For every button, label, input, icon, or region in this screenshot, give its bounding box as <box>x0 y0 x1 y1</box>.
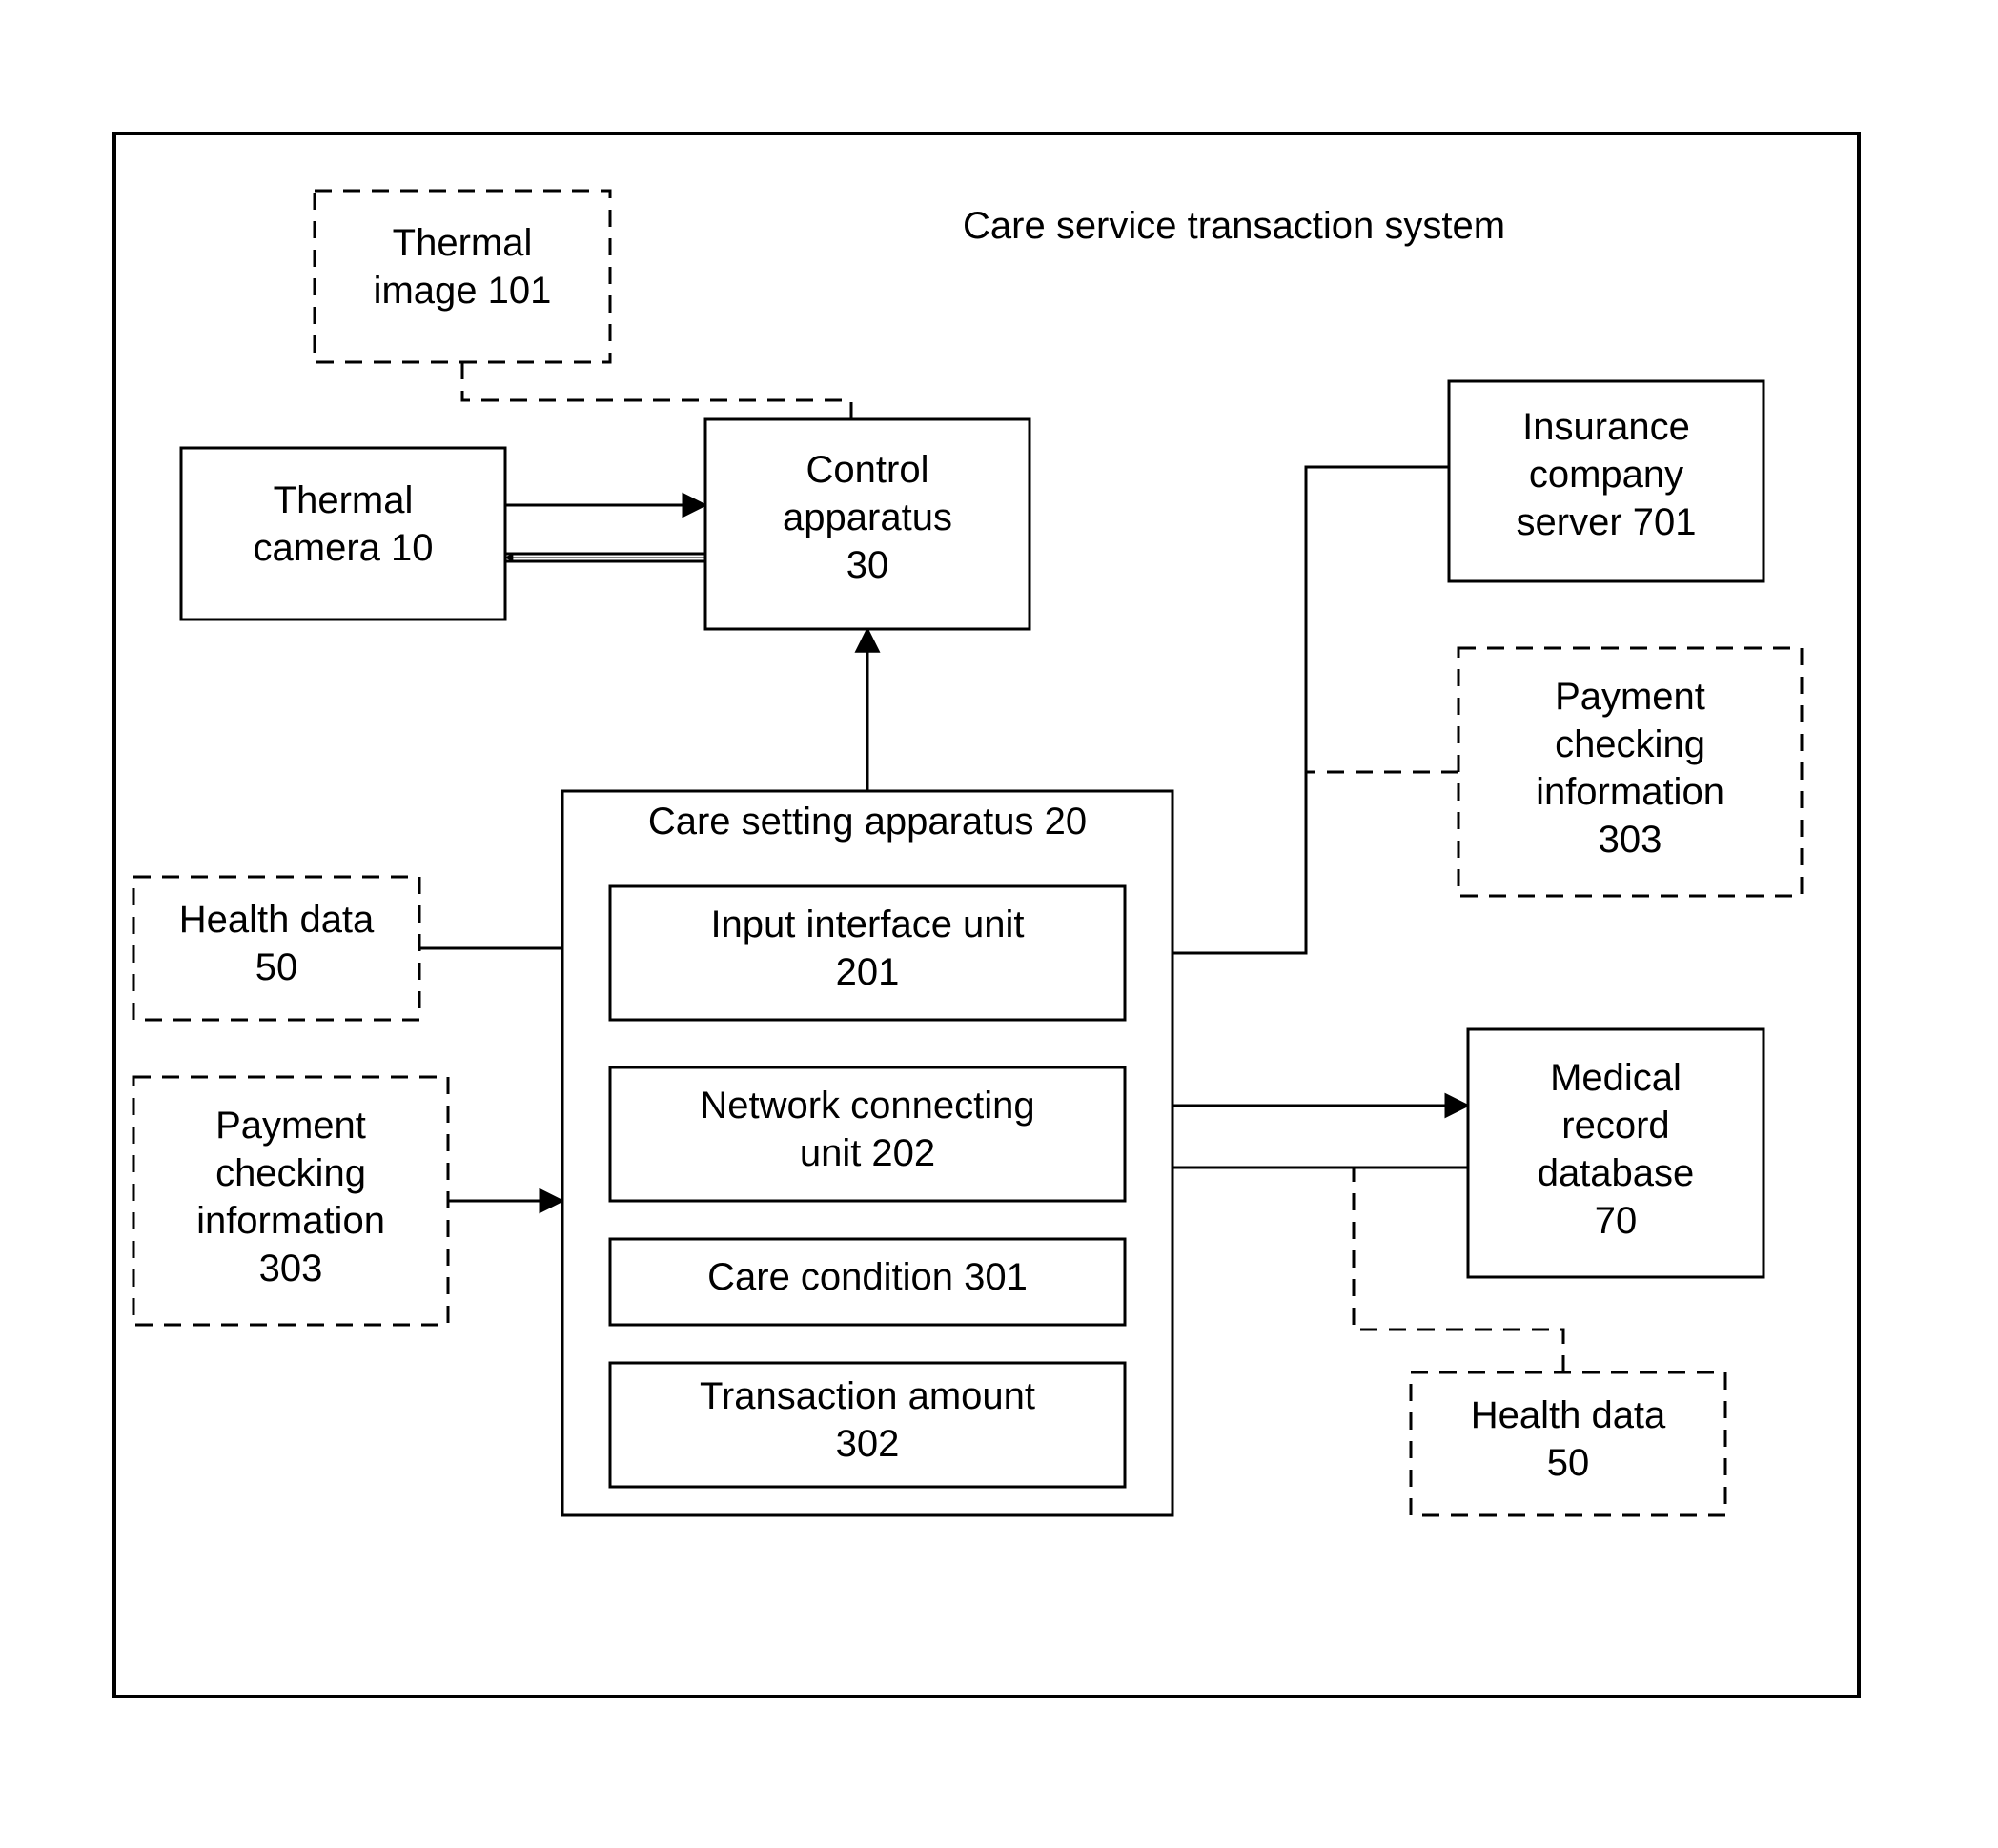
node-med_db-label-2: database <box>1538 1152 1695 1194</box>
node-net_unit: Network connecting unit 202 <box>610 1067 1125 1201</box>
edge-img_to_ctrl: img_to_ctrl <box>462 362 851 419</box>
node-med_db-label-3: 70 <box>1595 1200 1638 1242</box>
node-ins_server-label-2: server 701 <box>1517 501 1697 543</box>
node-health_l-label-0: Health data <box>179 899 375 941</box>
node-med_db: Medical record database 70 <box>1468 1029 1764 1277</box>
node-pay_chk_l-label-3: 303 <box>259 1248 323 1290</box>
node-health_l-label-1: 50 <box>255 946 298 988</box>
node-control_app-label-0: Control <box>806 449 929 491</box>
node-control_app-label-2: 30 <box>846 544 889 586</box>
node-control_app: Control apparatus 30 <box>705 419 1030 629</box>
node-pay_chk_r-label-3: 303 <box>1599 819 1662 861</box>
node-pay_chk_l-label-0: Payment <box>215 1105 366 1147</box>
node-pay_chk_r-label-0: Payment <box>1555 676 1705 718</box>
node-care_cond-label-0: Care condition 301 <box>707 1256 1028 1298</box>
node-trans_amt-label-1: 302 <box>836 1423 900 1465</box>
node-net_unit-label-1: unit 202 <box>800 1132 935 1174</box>
node-care_cond: Care condition 301 <box>610 1239 1125 1325</box>
node-ins_server: Insurance company server 701 <box>1449 381 1764 581</box>
node-thermal_image-label-1: image 101 <box>374 270 552 312</box>
node-med_db-label-0: Medical <box>1550 1057 1682 1099</box>
node-ins_server-label-1: company <box>1529 454 1683 496</box>
node-input_unit-label-1: 201 <box>836 951 900 993</box>
diagram-title: Care service transaction system <box>963 205 1505 247</box>
node-ins_server-label-0: Insurance <box>1522 406 1690 448</box>
node-pay_chk_l: Payment checking information 303 <box>133 1077 448 1325</box>
node-thermal_camera-label-0: Thermal <box>274 479 414 521</box>
diagram-canvas: Care service transaction system img_to_ct… <box>0 0 1998 1848</box>
node-thermal_image: Thermal image 101 <box>315 191 610 362</box>
node-pay_chk_r: Payment checking information 303 <box>1458 648 1802 896</box>
node-input_unit-label-0: Input interface unit <box>710 904 1024 945</box>
node-pay_chk_r-label-2: information <box>1536 771 1724 813</box>
node-health_r-label-1: 50 <box>1547 1442 1590 1484</box>
node-trans_amt: Transaction amount 302 <box>610 1363 1125 1487</box>
node-net_unit-label-0: Network connecting <box>700 1085 1034 1127</box>
node-thermal_camera: Thermal camera 10 <box>181 448 505 619</box>
node-thermal_camera-label-1: camera 10 <box>254 527 434 569</box>
node-pay_chk_r-label-1: checking <box>1555 723 1705 765</box>
node-input_unit: Input interface unit 201 <box>610 886 1125 1020</box>
node-thermal_image-label-0: Thermal <box>393 222 533 264</box>
node-med_db-label-1: record <box>1561 1105 1669 1147</box>
node-health_r: Health data 50 <box>1411 1372 1725 1515</box>
node-care_app-label-0: Care setting apparatus 20 <box>648 801 1087 843</box>
node-health_l: Health data 50 <box>133 877 419 1020</box>
node-health_r-label-0: Health data <box>1471 1394 1666 1436</box>
node-pay_chk_l-label-1: checking <box>215 1152 366 1194</box>
node-control_app-label-1: apparatus <box>783 497 952 538</box>
node-pay_chk_l-label-2: information <box>196 1200 385 1242</box>
node-trans_amt-label-0: Transaction amount <box>700 1375 1035 1417</box>
